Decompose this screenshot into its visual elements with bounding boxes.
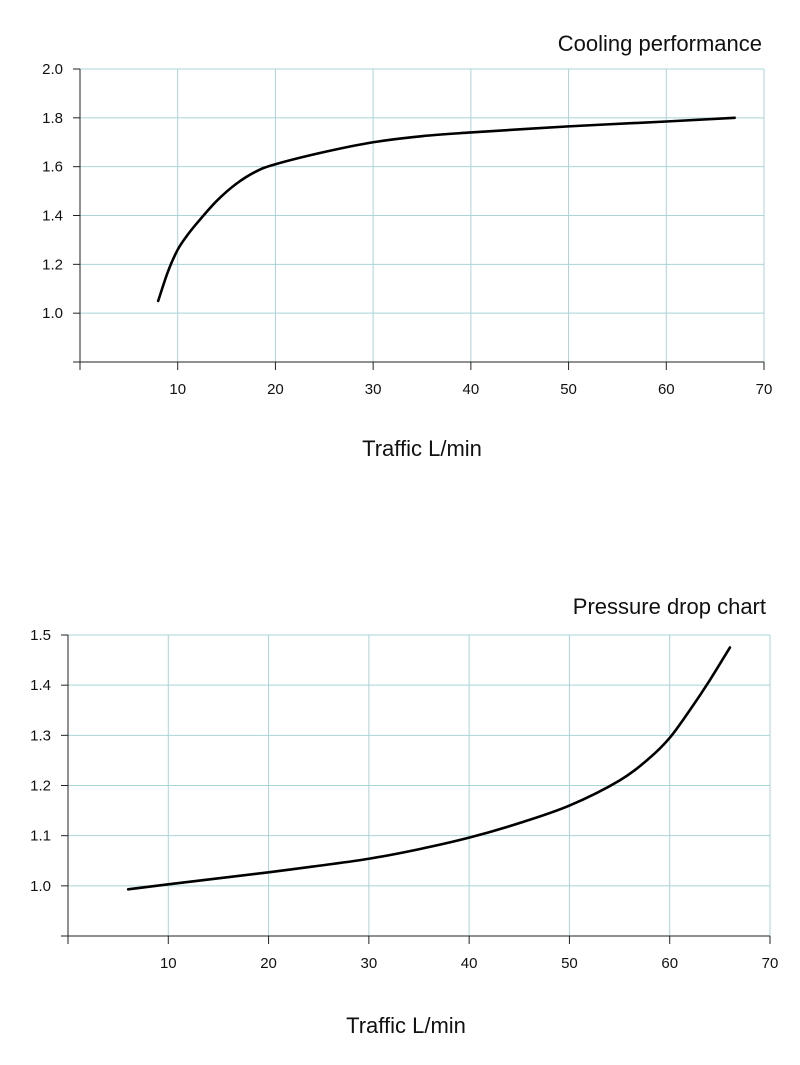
chart-pressure-drop: Pressure drop chart 1.0 1.1 1.2 1.3 1.4 1.5 1…	[30, 594, 778, 1038]
y-tick-label: 1.8	[42, 110, 63, 127]
y-tick-label: 1.2	[30, 778, 51, 795]
x-tick-label: 50	[560, 381, 577, 398]
y-tick-label: 1.0	[42, 305, 63, 322]
x-tick-label: 50	[561, 955, 578, 972]
y-tick-label: 1.2	[42, 256, 63, 273]
grid	[68, 634, 771, 936]
y-tick-label: 1.1	[30, 828, 51, 845]
series-line	[126, 646, 732, 891]
x-tick-label: 60	[661, 955, 678, 972]
x-tick-label: 40	[463, 381, 480, 398]
axes	[61, 634, 771, 944]
y-tick-labels: 1.0 1.2 1.4 1.6 1.8 2.0	[42, 61, 63, 322]
x-tick-label: 10	[160, 955, 177, 972]
series-line	[156, 116, 736, 303]
x-tick-label: 30	[361, 955, 378, 972]
chart-title: Pressure drop chart	[573, 594, 766, 619]
y-tick-label: 1.0	[30, 878, 51, 895]
y-tick-label: 1.5	[30, 627, 51, 644]
x-axis-label: Traffic L/min	[346, 1013, 466, 1038]
y-tick-label: 1.6	[42, 159, 63, 176]
chart-cooling-performance: Cooling performance 1.0 1.2 1.4 1.6 1.8 2.0 1…	[42, 31, 772, 461]
y-tick-label: 2.0	[42, 61, 63, 78]
x-tick-label: 40	[461, 955, 478, 972]
x-tick-labels: 10 20 30 40 50 60 70	[169, 381, 772, 398]
x-tick-label: 60	[658, 381, 675, 398]
x-tick-labels: 10 20 30 40 50 60 70	[160, 955, 778, 972]
chart-title: Cooling performance	[558, 31, 762, 56]
x-tick-label: 20	[267, 381, 284, 398]
axes	[73, 68, 765, 370]
x-tick-label: 70	[762, 955, 779, 972]
x-axis-label: Traffic L/min	[362, 436, 482, 461]
grid	[80, 68, 765, 362]
y-tick-labels: 1.0 1.1 1.2 1.3 1.4 1.5	[30, 627, 51, 895]
x-tick-label: 70	[756, 381, 773, 398]
x-tick-label: 20	[260, 955, 277, 972]
x-tick-label: 30	[365, 381, 382, 398]
x-tick-label: 10	[169, 381, 186, 398]
y-tick-label: 1.3	[30, 727, 51, 744]
y-tick-label: 1.4	[42, 208, 63, 225]
y-tick-label: 1.4	[30, 677, 51, 694]
